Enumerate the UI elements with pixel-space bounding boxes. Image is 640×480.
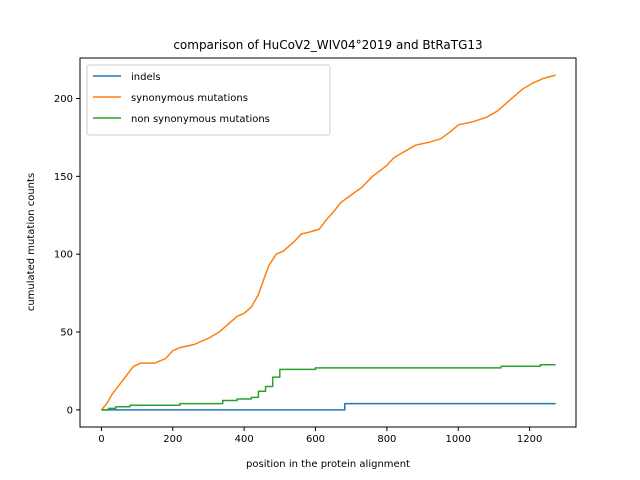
x-tick-label: 0	[98, 434, 104, 445]
x-axis-label: position in the protein alignment	[246, 459, 410, 470]
x-tick-label: 600	[306, 434, 325, 445]
x-tick-label: 1200	[517, 434, 542, 445]
y-tick-label: 0	[67, 405, 73, 416]
series-line-non-synonymous-mutations	[101, 363, 556, 411]
chart-title: comparison of HuCoV2_WIV04°2019 and BtRa…	[173, 38, 482, 52]
y-tick-label: 100	[54, 250, 73, 261]
legend: indels synonymous mutations non synonymous…	[86, 64, 331, 136]
y-axis-label: cumulated mutation counts	[26, 173, 37, 311]
series-lines	[100, 74, 556, 411]
x-tick-label: 1000	[446, 434, 471, 445]
legend-entry-label: non synonymous mutations	[131, 114, 270, 125]
y-tick-label: 150	[54, 172, 73, 183]
x-tick-label: 800	[377, 434, 396, 445]
series-line-indels	[101, 402, 556, 411]
legend-entry-label: synonymous mutations	[131, 93, 248, 104]
x-tick-label: 200	[163, 434, 182, 445]
y-tick-label: 50	[60, 328, 73, 339]
legend-box	[86, 64, 331, 136]
x-tick-label: 400	[235, 434, 254, 445]
x-axis: 0 200 400 600 800 1000 1200	[98, 427, 542, 445]
y-tick-label: 200	[54, 94, 73, 105]
y-axis: 0 50 100 150 200	[54, 94, 80, 416]
legend-entry-label: indels	[131, 72, 161, 83]
axes-frame	[79, 57, 577, 428]
series-line-synonymous-mutations	[100, 74, 556, 411]
